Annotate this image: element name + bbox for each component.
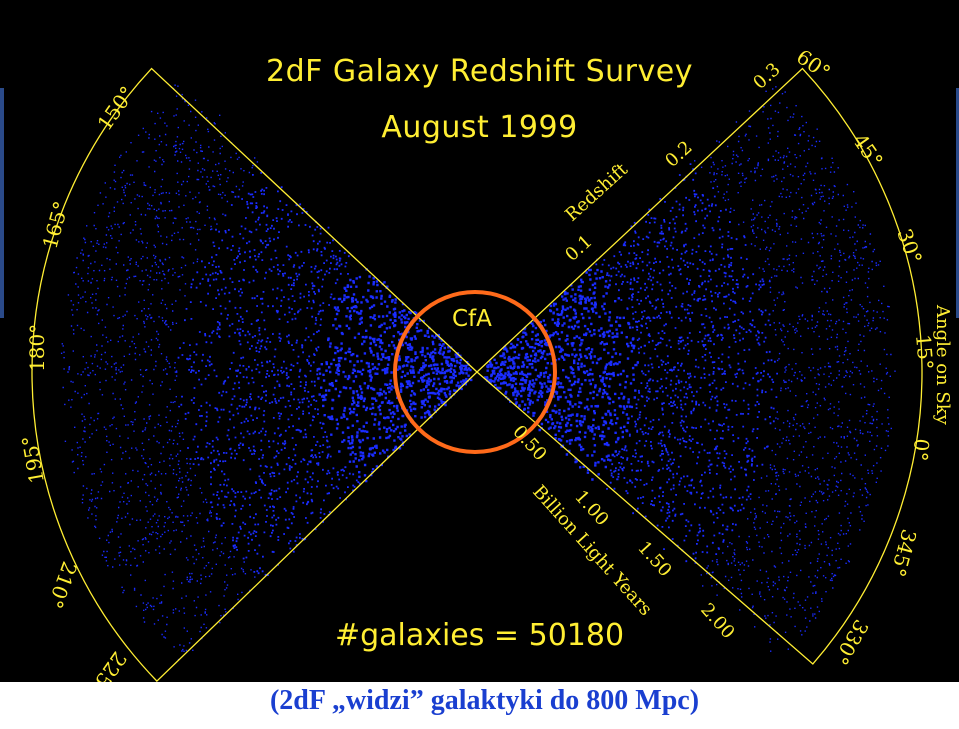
angle-label-180: 180°: [25, 324, 49, 372]
galaxy-count: #galaxies = 50180: [334, 618, 625, 653]
left-wedge-outline: [31, 67, 478, 683]
right-edge-strip: [956, 88, 959, 318]
angle-label-30: 30°: [892, 226, 927, 268]
survey-title: 2dF Galaxy Redshift Survey: [266, 54, 693, 89]
angle-label-165: 165°: [38, 199, 74, 252]
survey-date: August 1999: [381, 110, 578, 145]
left-edge-strip: [0, 88, 4, 318]
angle-on-sky-label: Angle on Sky: [932, 304, 953, 426]
galaxy-scatter: [60, 84, 896, 661]
angle-label-15: 15°: [911, 333, 938, 370]
right-wedge-outline: [476, 67, 923, 665]
angle-label-210: 210°: [43, 558, 82, 611]
angle-label-0: 0°: [908, 438, 934, 463]
caption: (2dF „widzi” galaktyki do 800 Mpc): [0, 682, 959, 729]
wedge-outlines: [31, 67, 923, 683]
cfa-label: CfA: [452, 306, 492, 332]
distance-tick-1-50: 1.50: [633, 537, 675, 581]
galaxy-points: [60, 84, 896, 661]
cfa-circle: [393, 290, 557, 454]
redshift-label: Redshift: [561, 159, 632, 226]
redshift-tick-0-1: 0.1: [561, 231, 596, 266]
angle-label-195: 195°: [17, 434, 49, 486]
